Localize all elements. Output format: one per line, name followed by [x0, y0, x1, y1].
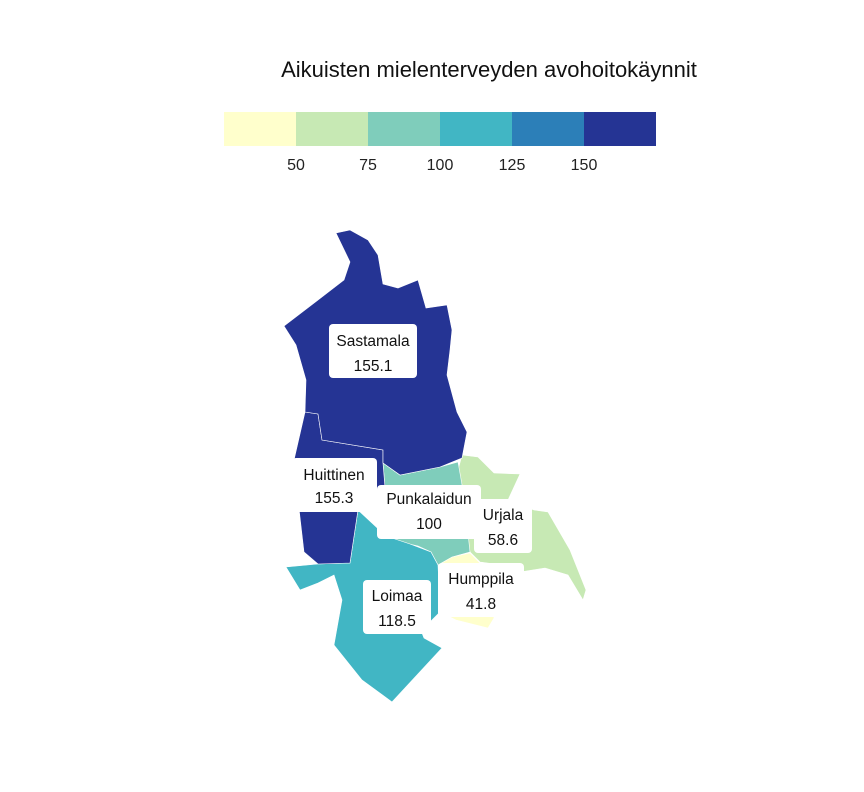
legend-tick-label: 125 — [499, 157, 526, 174]
label-urjala: Urjala 58.6 — [474, 499, 532, 553]
label-sastamala: Sastamala 155.1 — [329, 324, 417, 378]
region-value: 100 — [416, 516, 442, 533]
legend-bin-4 — [440, 112, 513, 146]
region-value: 58.6 — [488, 532, 518, 549]
legend-bin-6 — [584, 112, 656, 146]
label-box — [377, 485, 481, 539]
legend-bin-2 — [296, 112, 369, 146]
region-name: Punkalaidun — [386, 491, 471, 508]
legend-bin-5 — [512, 112, 585, 146]
legend-tick-label: 50 — [287, 157, 305, 174]
region-value: 41.8 — [466, 596, 496, 613]
map-title: Aikuisten mielenterveyden avohoitokäynni… — [281, 57, 697, 82]
region-value: 155.3 — [315, 490, 354, 507]
legend-tick-label: 75 — [359, 157, 377, 174]
label-box — [438, 563, 524, 617]
region-name: Loimaa — [372, 588, 423, 605]
label-huittinen: Huittinen 155.3 — [292, 458, 377, 512]
legend-tick-label: 100 — [427, 157, 454, 174]
label-box — [363, 580, 431, 634]
label-punkalaidun: Punkalaidun 100 — [377, 485, 481, 539]
region-name: Sastamala — [336, 333, 410, 350]
label-box — [329, 324, 417, 378]
region-value: 155.1 — [354, 358, 393, 375]
region-name: Humppila — [448, 571, 514, 588]
label-humppila: Humppila 41.8 — [438, 563, 524, 617]
label-box — [292, 458, 377, 512]
region-labels: Sastamala 155.1 Huittinen 155.3 Punkalai… — [292, 324, 532, 634]
color-legend: 50 75 100 125 150 — [224, 112, 656, 174]
legend-bin-1 — [224, 112, 297, 146]
region-name: Huittinen — [303, 467, 364, 484]
legend-tick-label: 150 — [571, 157, 598, 174]
label-loimaa: Loimaa 118.5 — [363, 580, 431, 634]
region-name: Urjala — [483, 507, 524, 524]
label-box — [474, 499, 532, 553]
legend-bin-3 — [368, 112, 441, 146]
region-value: 118.5 — [378, 613, 416, 630]
